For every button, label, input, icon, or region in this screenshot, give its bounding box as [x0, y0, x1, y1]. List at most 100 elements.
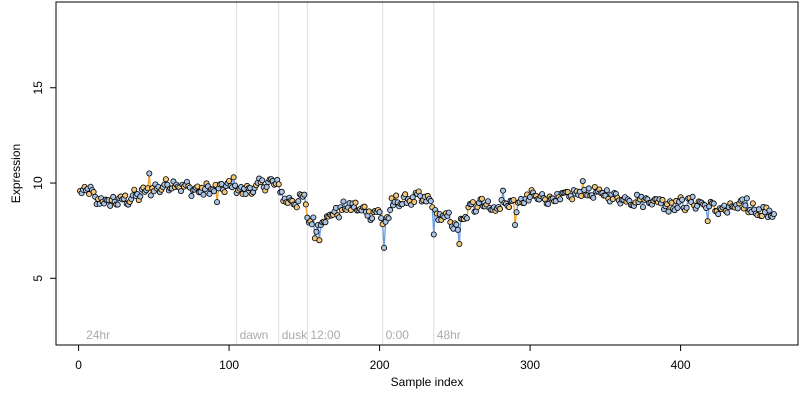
series-segment [383, 221, 387, 248]
data-point [188, 193, 195, 200]
data-point [376, 209, 383, 216]
y-tick-label: 10 [31, 176, 45, 190]
data-point [301, 191, 308, 198]
data-point [378, 215, 385, 222]
data-point [381, 244, 388, 251]
data-point [545, 200, 552, 207]
data-point [710, 200, 717, 207]
divider-label: 48hr [437, 328, 461, 342]
data-point [463, 215, 470, 222]
data-point [147, 192, 154, 199]
data-point [263, 183, 270, 190]
data-point [430, 231, 437, 238]
data-point [214, 199, 221, 206]
data-point [110, 193, 117, 200]
data-point [340, 198, 347, 205]
data-point [724, 209, 731, 216]
data-point [758, 212, 765, 219]
x-tick-label: 400 [671, 358, 691, 372]
data-point [557, 196, 564, 203]
data-point [352, 199, 359, 206]
data-point [387, 207, 394, 214]
data-point [704, 218, 711, 225]
x-axis-title: Sample index [391, 375, 464, 389]
data-point [512, 221, 519, 228]
data-point [361, 203, 368, 210]
data-point [639, 204, 646, 211]
data-point [478, 195, 485, 202]
data-point [665, 208, 672, 215]
data-point [770, 211, 777, 218]
data-point [469, 199, 476, 206]
data-point [293, 204, 300, 211]
data-point [569, 196, 576, 203]
data-point [322, 219, 329, 226]
expression-points [77, 170, 777, 251]
data-point [411, 198, 418, 205]
data-point [683, 204, 690, 211]
data-point [603, 187, 610, 194]
series-segment [148, 173, 152, 196]
data-point [766, 207, 773, 214]
data-point [579, 178, 586, 185]
data-point [131, 186, 138, 193]
data-point [393, 192, 400, 199]
data-point [122, 192, 129, 199]
data-point [402, 191, 409, 198]
data-point [177, 188, 184, 195]
data-point [137, 193, 144, 200]
x-tick-label: 100 [219, 358, 239, 372]
data-point [369, 215, 376, 222]
data-point [230, 174, 237, 181]
data-point [484, 198, 491, 205]
data-point [107, 202, 114, 209]
series-segment [312, 217, 316, 239]
plot-frame [55, 1, 799, 346]
data-point [456, 241, 463, 248]
data-point [232, 182, 239, 189]
data-point [590, 194, 597, 201]
divider-label: dusk [282, 328, 308, 342]
data-point [211, 188, 218, 195]
data-point [275, 181, 282, 188]
data-point [674, 204, 681, 211]
data-point [335, 214, 342, 221]
data-point [453, 221, 460, 228]
data-point [226, 177, 233, 184]
data-point [221, 189, 228, 196]
data-point [659, 196, 666, 203]
data-point [200, 191, 207, 198]
data-point [427, 198, 434, 205]
data-point [742, 202, 749, 209]
data-point [308, 221, 315, 228]
data-point [513, 209, 520, 216]
data-point [506, 204, 513, 211]
data-point [302, 201, 309, 208]
data-point [496, 205, 503, 212]
data-point [114, 201, 121, 208]
y-axis: 5 10 15 [31, 81, 56, 282]
data-point [715, 211, 722, 218]
condition-divider-lines [236, 2, 435, 345]
data-point [310, 214, 317, 221]
data-point [445, 209, 452, 216]
y-axis-title: Expression [9, 144, 23, 203]
data-point [278, 188, 285, 195]
data-point [510, 196, 517, 203]
data-point [295, 198, 302, 205]
x-tick-label: 0 [75, 358, 82, 372]
data-point [162, 176, 169, 183]
data-point [316, 237, 323, 244]
data-point [500, 187, 507, 194]
data-point [734, 205, 741, 212]
data-point [689, 193, 696, 200]
y-tick-label: 15 [31, 81, 45, 95]
data-point [749, 200, 756, 207]
data-point [385, 215, 392, 222]
condition-label: 24hr [86, 328, 110, 342]
data-point [313, 228, 320, 235]
data-point [146, 170, 153, 177]
divider-label: 12:00 [310, 328, 340, 342]
data-point [585, 185, 592, 192]
